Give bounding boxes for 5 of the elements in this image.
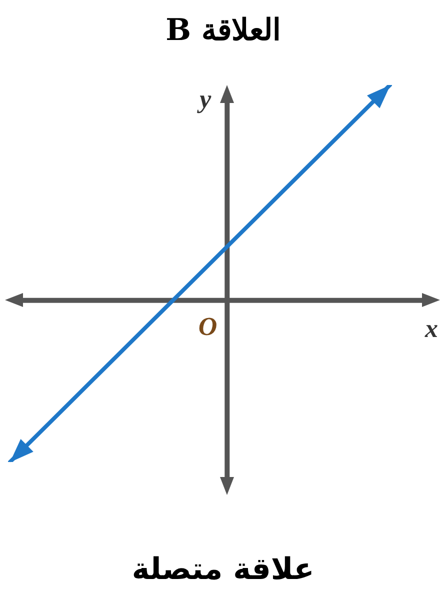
text: علاقة متصلة xyxy=(130,552,316,587)
annotation: O xyxy=(198,312,218,342)
y-axis-title: y xyxy=(196,84,212,114)
chart-title: العلاقة B xyxy=(164,12,282,48)
x-axis-title: x xyxy=(424,314,438,344)
